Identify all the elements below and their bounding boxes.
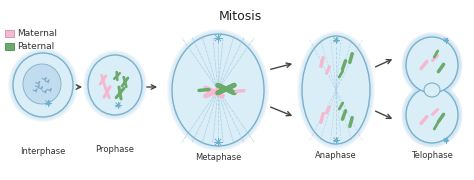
- Ellipse shape: [13, 53, 73, 117]
- Ellipse shape: [424, 83, 440, 97]
- Ellipse shape: [404, 85, 460, 145]
- Ellipse shape: [402, 83, 462, 147]
- Ellipse shape: [10, 50, 76, 120]
- Ellipse shape: [168, 30, 268, 150]
- Ellipse shape: [300, 34, 372, 146]
- Ellipse shape: [406, 37, 458, 93]
- Text: Prophase: Prophase: [95, 145, 135, 154]
- Text: Maternal: Maternal: [17, 29, 57, 38]
- Ellipse shape: [404, 85, 460, 145]
- Text: Telophase: Telophase: [411, 152, 453, 161]
- Ellipse shape: [402, 33, 462, 97]
- Ellipse shape: [403, 84, 461, 146]
- Ellipse shape: [9, 49, 77, 121]
- Ellipse shape: [8, 48, 78, 122]
- Ellipse shape: [299, 33, 373, 147]
- Text: Mitosis: Mitosis: [219, 10, 262, 23]
- Ellipse shape: [23, 64, 61, 104]
- Text: Anaphase: Anaphase: [315, 152, 357, 161]
- Ellipse shape: [170, 32, 266, 148]
- Ellipse shape: [172, 34, 264, 146]
- Ellipse shape: [167, 29, 269, 151]
- Ellipse shape: [403, 34, 461, 96]
- Ellipse shape: [86, 53, 144, 117]
- Ellipse shape: [298, 32, 374, 148]
- Ellipse shape: [169, 31, 267, 149]
- Ellipse shape: [404, 35, 460, 95]
- Ellipse shape: [88, 55, 142, 115]
- Bar: [5, 43, 14, 50]
- Ellipse shape: [403, 84, 461, 146]
- Ellipse shape: [401, 32, 463, 98]
- Ellipse shape: [297, 31, 375, 149]
- Ellipse shape: [83, 50, 147, 120]
- Ellipse shape: [84, 51, 146, 119]
- Ellipse shape: [11, 51, 75, 119]
- Text: Metaphase: Metaphase: [195, 154, 241, 163]
- Ellipse shape: [85, 52, 145, 118]
- Ellipse shape: [403, 34, 461, 96]
- Text: Paternal: Paternal: [17, 42, 54, 51]
- Ellipse shape: [406, 87, 458, 143]
- Ellipse shape: [402, 83, 462, 147]
- Bar: [5, 30, 14, 37]
- Ellipse shape: [404, 35, 460, 95]
- Ellipse shape: [302, 36, 370, 144]
- Ellipse shape: [401, 82, 463, 148]
- Ellipse shape: [402, 33, 462, 97]
- Text: Interphase: Interphase: [20, 147, 66, 156]
